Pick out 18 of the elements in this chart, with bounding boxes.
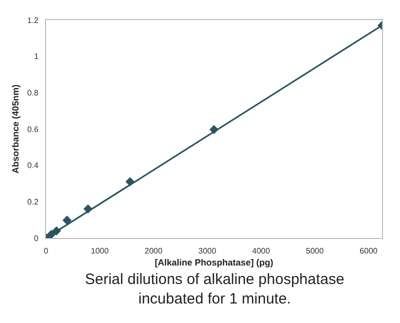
x-tick-label: 6000 xyxy=(360,246,378,256)
x-axis-title: [Alkaline Phosphatase] (pg) xyxy=(154,257,274,268)
y-axis-title: Absorbance (405nm) xyxy=(10,84,21,174)
y-tick-label: 1.2 xyxy=(27,16,39,25)
y-tick-label: 0.6 xyxy=(27,124,39,134)
x-tick-label: 1000 xyxy=(90,246,110,256)
y-tick-label: 0 xyxy=(34,234,39,243)
y-tick-label: 0.2 xyxy=(27,197,39,206)
text: Serial dilutions of alkaline phosphatase incubated for 1 minute. xyxy=(85,271,344,308)
x-tick-label: 4000 xyxy=(252,246,270,256)
point xyxy=(62,216,72,225)
x-tick-label: 3000 xyxy=(198,246,217,256)
x-tick-label: 0 xyxy=(44,246,49,256)
y-tick-label: 1 xyxy=(34,52,39,62)
y-tick-label: 0.8 xyxy=(27,88,39,98)
x-tick-label: 2000 xyxy=(144,246,163,256)
x-tick-label: 5000 xyxy=(306,246,324,256)
y-tick-label: 0.4 xyxy=(27,161,39,170)
